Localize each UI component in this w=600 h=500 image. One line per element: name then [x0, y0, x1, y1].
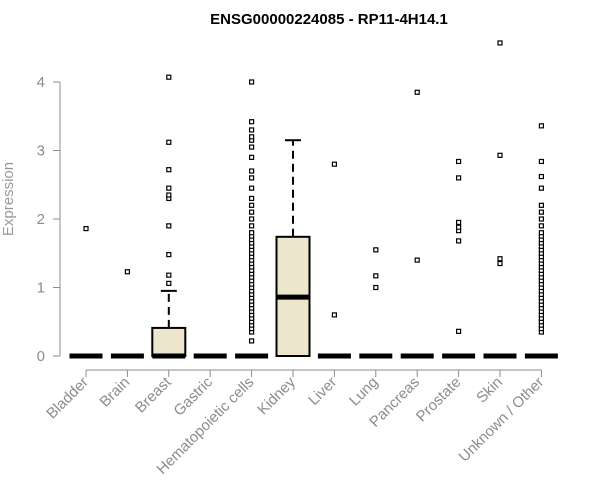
outlier-point: [166, 185, 172, 191]
outlier-point: [497, 152, 503, 158]
outlier-point: [497, 256, 503, 262]
x-tick-label: Skin: [473, 374, 506, 407]
outlier-point: [166, 192, 172, 198]
outlier-point: [538, 185, 545, 191]
outlier-point: [456, 175, 462, 181]
outlier-point: [538, 230, 545, 236]
outlier-point: [538, 173, 545, 180]
outlier-point: [456, 224, 462, 230]
outlier-point: [249, 79, 255, 85]
outlier-point: [249, 185, 255, 191]
box-group: [442, 158, 476, 359]
outlier-point: [249, 209, 255, 215]
outlier-point: [124, 269, 131, 275]
outlier-point: [166, 74, 172, 80]
outlier-point: [166, 167, 172, 173]
box: [151, 326, 187, 358]
outlier-point: [249, 195, 255, 202]
outlier-point: [538, 123, 545, 129]
outlier-point: [331, 161, 337, 167]
x-tick-label: Brain: [96, 374, 133, 411]
outlier-point: [497, 260, 503, 267]
box-group: [151, 74, 187, 359]
x-tick-label: Prostate: [413, 374, 465, 426]
box-group: [110, 269, 144, 359]
outlier-point: [414, 89, 420, 95]
outlier-point: [456, 238, 462, 244]
outlier-point: [373, 273, 379, 279]
outlier-point: [456, 158, 462, 165]
x-tick-label: Breast: [132, 373, 175, 416]
outlier-point: [249, 230, 255, 236]
y-axis: 0 1 2 3 4: [37, 74, 61, 365]
y-tick-label: 3: [37, 143, 45, 160]
outlier-point: [249, 202, 255, 208]
box-group: [359, 247, 393, 359]
outlier-point: [538, 216, 545, 222]
outlier-point: [456, 328, 462, 334]
outlier-point: [249, 154, 255, 160]
outlier-point: [249, 134, 255, 140]
outlier-point: [249, 127, 255, 133]
box-group: [524, 123, 558, 359]
x-tick-label: Liver: [305, 374, 340, 409]
box-group: [275, 139, 311, 357]
outlier-point: [373, 284, 379, 291]
x-tick-label: Lung: [346, 374, 382, 410]
outlier-point: [331, 312, 337, 318]
outlier-point: [538, 223, 545, 229]
chart-title: ENSG00000224085 - RP11-4H14.1: [210, 11, 448, 28]
outlier-point: [414, 257, 420, 263]
y-tick-label: 1: [37, 280, 45, 297]
y-tick-label: 0: [37, 348, 45, 365]
outlier-point: [497, 40, 503, 46]
outlier-point: [538, 202, 545, 208]
outlier-point: [249, 144, 255, 150]
y-axis-title: Expression: [0, 162, 17, 236]
outlier-point: [249, 119, 255, 125]
outlier-point: [456, 219, 462, 226]
outlier-point: [166, 252, 172, 258]
outlier-point: [249, 223, 255, 229]
outlier-point: [249, 168, 255, 174]
outlier-point: [166, 272, 172, 278]
outlier-point: [538, 209, 545, 215]
box-group: [317, 161, 351, 359]
box-group: [400, 89, 434, 359]
outlier-point: [166, 223, 172, 229]
plot-area: [69, 40, 558, 359]
y-tick-label: 4: [37, 74, 45, 91]
x-tick-label: Kidney: [254, 373, 299, 418]
outlier-point: [538, 158, 545, 165]
outlier-point: [249, 175, 255, 181]
outlier-point: [373, 247, 379, 253]
x-tick-label: Bladder: [43, 374, 92, 423]
box-group: [483, 40, 517, 359]
box-group: [69, 225, 103, 359]
outlier-point: [83, 225, 89, 232]
outlier-point: [249, 338, 255, 344]
outlier-point: [166, 139, 172, 145]
y-tick-label: 2: [37, 211, 45, 228]
outlier-point: [166, 280, 172, 286]
box-group: [235, 79, 269, 359]
outlier-point: [249, 216, 255, 222]
